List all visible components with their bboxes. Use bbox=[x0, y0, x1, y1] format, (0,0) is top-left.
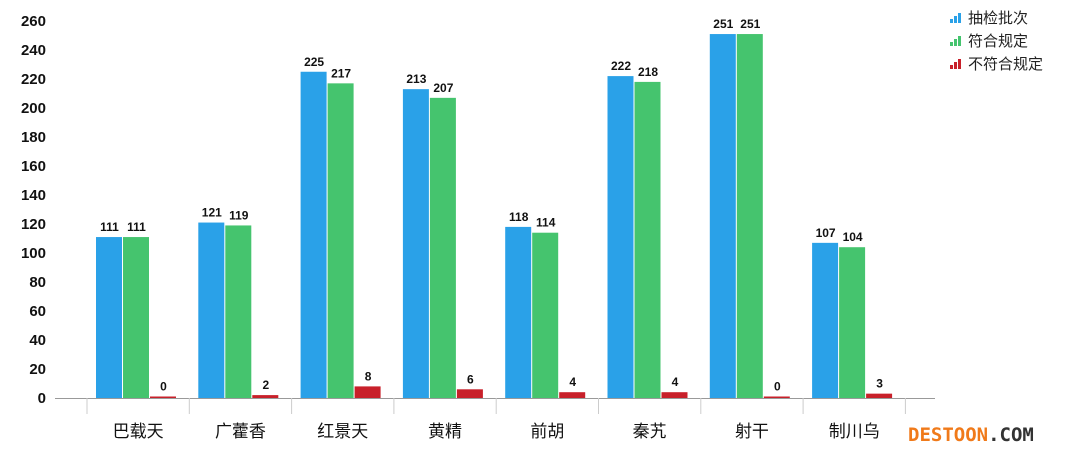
bar-inspected bbox=[198, 222, 225, 398]
bar-noncompliant bbox=[661, 392, 688, 398]
data-label: 8 bbox=[365, 369, 372, 383]
data-label: 225 bbox=[304, 55, 324, 69]
data-label: 218 bbox=[638, 65, 658, 79]
y-tick-label: 240 bbox=[21, 42, 46, 59]
legend-bar-icon bbox=[958, 36, 961, 46]
data-label: 2 bbox=[262, 378, 269, 392]
y-tick-label: 100 bbox=[21, 245, 46, 262]
x-tick-label: 秦艽 bbox=[633, 422, 667, 442]
bar-inspected bbox=[300, 71, 327, 398]
x-tick-label: 黄精 bbox=[428, 422, 462, 442]
y-tick-label: 120 bbox=[21, 216, 46, 233]
bar-inspected bbox=[402, 89, 429, 399]
data-label: 222 bbox=[611, 59, 631, 73]
y-tick-label: 260 bbox=[21, 13, 46, 30]
bar-compliant bbox=[429, 97, 456, 398]
bar-noncompliant bbox=[150, 396, 176, 398]
data-label: 104 bbox=[843, 230, 863, 244]
y-tick-label: 80 bbox=[29, 274, 46, 291]
y-tick-label: 200 bbox=[21, 100, 46, 117]
y-tick-label: 60 bbox=[29, 303, 46, 320]
data-label: 4 bbox=[569, 375, 576, 389]
y-tick-label: 180 bbox=[21, 129, 46, 146]
watermark-part2: .COM bbox=[988, 424, 1034, 446]
legend-bar-icon bbox=[958, 13, 961, 23]
y-tick-label: 140 bbox=[21, 187, 46, 204]
data-label: 217 bbox=[331, 66, 351, 80]
x-tick-label: 红景天 bbox=[317, 422, 368, 442]
data-label: 111 bbox=[100, 220, 119, 234]
x-tick-label: 巴载天 bbox=[113, 422, 164, 442]
data-label: 107 bbox=[816, 226, 836, 240]
data-label: 3 bbox=[876, 377, 883, 391]
legend-bar-icon bbox=[958, 59, 961, 69]
legend-bar-icon bbox=[950, 19, 953, 23]
data-label: 0 bbox=[774, 380, 781, 394]
y-tick-label: 0 bbox=[38, 390, 46, 407]
bar-compliant bbox=[532, 232, 559, 398]
data-label: 207 bbox=[433, 81, 453, 95]
bar-inspected bbox=[96, 237, 122, 398]
data-label: 251 bbox=[713, 17, 733, 31]
y-tick-label: 20 bbox=[29, 361, 46, 378]
bar-compliant bbox=[225, 225, 252, 398]
x-tick-label: 制川乌 bbox=[829, 422, 880, 442]
legend-bar-icon bbox=[954, 39, 957, 46]
legend-bar-icon bbox=[954, 62, 957, 69]
legend-bar-icon bbox=[950, 65, 953, 69]
bar-noncompliant bbox=[252, 395, 279, 398]
bar-compliant bbox=[736, 34, 763, 399]
bar-noncompliant bbox=[354, 386, 381, 398]
data-label: 4 bbox=[672, 375, 679, 389]
legend-label: 符合规定 bbox=[968, 32, 1028, 50]
bar-noncompliant bbox=[763, 396, 790, 398]
bar-compliant bbox=[634, 81, 661, 399]
data-label: 118 bbox=[509, 210, 529, 224]
bar-inspected bbox=[607, 76, 634, 398]
data-label: 213 bbox=[406, 72, 426, 86]
y-tick-label: 220 bbox=[21, 71, 46, 88]
x-tick-label: 射干 bbox=[735, 422, 769, 442]
bar-compliant bbox=[839, 247, 866, 398]
data-label: 119 bbox=[229, 208, 249, 222]
data-label: 0 bbox=[160, 380, 167, 394]
watermark-logo: DESTOON.COM bbox=[908, 424, 1034, 446]
y-tick-label: 160 bbox=[21, 158, 46, 175]
bar-compliant bbox=[327, 83, 354, 398]
bar-inspected bbox=[812, 242, 839, 398]
bar-compliant bbox=[123, 237, 149, 398]
data-label: 114 bbox=[536, 216, 556, 230]
bar-noncompliant bbox=[866, 393, 893, 398]
bar-inspected bbox=[709, 34, 736, 399]
data-label: 111 bbox=[127, 220, 146, 234]
y-tick-label: 40 bbox=[29, 332, 46, 349]
bar-noncompliant bbox=[456, 389, 483, 398]
x-tick-label: 前胡 bbox=[530, 422, 564, 442]
bar-noncompliant bbox=[559, 392, 586, 398]
bar-inspected bbox=[505, 226, 532, 398]
data-label: 251 bbox=[740, 17, 760, 31]
x-tick-label: 广藿香 bbox=[215, 422, 266, 442]
data-label: 6 bbox=[467, 372, 474, 386]
data-label: 121 bbox=[202, 206, 222, 220]
legend-label: 不符合规定 bbox=[968, 55, 1043, 73]
legend-label: 抽检批次 bbox=[968, 9, 1028, 27]
legend-bar-icon bbox=[954, 16, 957, 23]
legend-bar-icon bbox=[950, 42, 953, 46]
watermark-part1: DESTOON bbox=[908, 424, 989, 446]
